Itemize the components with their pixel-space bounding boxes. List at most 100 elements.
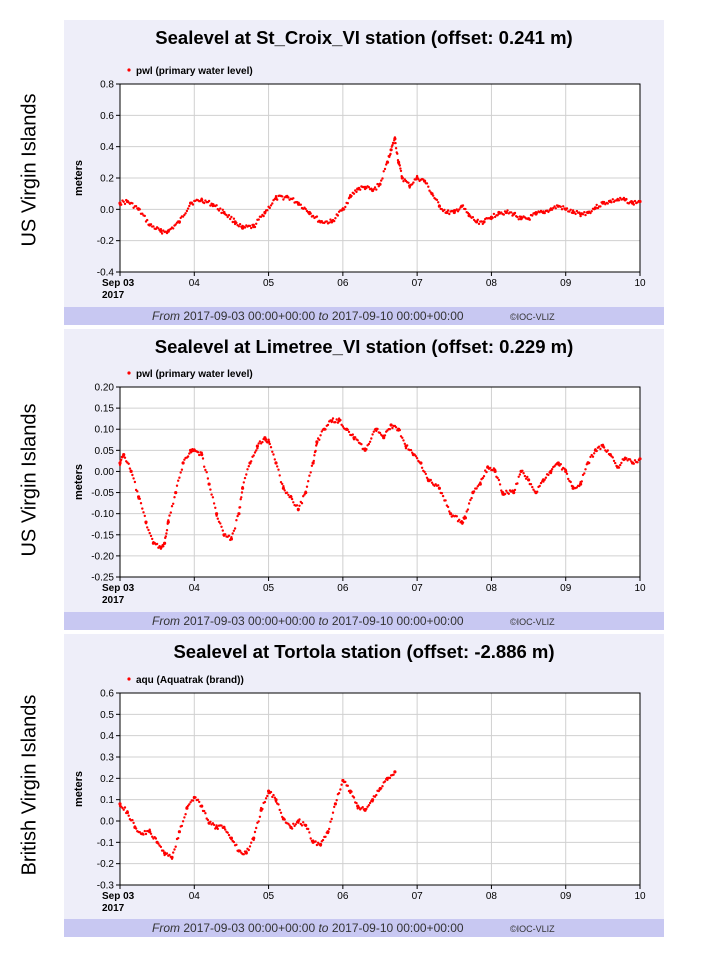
data-point bbox=[393, 770, 397, 774]
data-sample bbox=[307, 827, 310, 831]
data-sample bbox=[172, 227, 175, 230]
data-sample bbox=[350, 194, 353, 198]
data-sample bbox=[253, 451, 257, 454]
x-tick-label: 06 bbox=[337, 583, 349, 594]
legend-marker bbox=[127, 68, 131, 72]
data-sample bbox=[217, 209, 221, 212]
data-sample bbox=[298, 818, 301, 821]
data-sample bbox=[401, 436, 404, 439]
y-tick-label: -0.10 bbox=[91, 509, 114, 520]
data-series bbox=[118, 136, 642, 235]
data-sample bbox=[357, 186, 361, 190]
data-sample bbox=[482, 221, 486, 224]
data-sample bbox=[227, 214, 231, 217]
data-series bbox=[118, 417, 642, 550]
y-tick-label: 0.2 bbox=[100, 174, 114, 185]
data-sample bbox=[198, 800, 201, 804]
data-sample bbox=[548, 209, 551, 212]
data-sample bbox=[324, 835, 327, 838]
data-sample bbox=[578, 211, 581, 214]
data-sample bbox=[372, 430, 375, 433]
data-sample bbox=[409, 448, 413, 452]
data-sample bbox=[393, 139, 396, 142]
data-sample bbox=[204, 468, 207, 472]
data-sample bbox=[131, 818, 134, 822]
data-sample bbox=[174, 491, 177, 495]
data-sample bbox=[136, 490, 139, 493]
side-label-text: US Virgin Islands bbox=[18, 93, 41, 247]
data-sample bbox=[190, 201, 193, 204]
x-tick-label: Sep 03 bbox=[102, 583, 135, 594]
data-sample bbox=[126, 810, 129, 813]
data-sample bbox=[266, 440, 270, 443]
data-sample bbox=[371, 800, 374, 803]
data-sample bbox=[134, 205, 138, 208]
x-tick-label: 07 bbox=[412, 891, 424, 902]
x-tick-label: Sep 03 bbox=[102, 891, 135, 902]
data-sample bbox=[248, 462, 252, 465]
data-sample bbox=[290, 497, 294, 501]
data-sample bbox=[300, 502, 304, 505]
data-sample bbox=[336, 214, 340, 217]
data-sample bbox=[272, 453, 275, 456]
data-sample bbox=[307, 480, 310, 483]
data-sample bbox=[300, 824, 304, 827]
y-tick-label: 0.4 bbox=[100, 142, 114, 153]
data-sample bbox=[458, 518, 461, 521]
data-sample bbox=[378, 431, 382, 435]
data-sample bbox=[155, 542, 159, 546]
data-sample bbox=[143, 214, 146, 218]
data-sample bbox=[230, 215, 233, 219]
data-sample bbox=[480, 220, 483, 223]
data-sample bbox=[550, 208, 554, 211]
chart-panel-st-croix: Sealevel at St_Croix_VI station (offset:… bbox=[64, 20, 664, 325]
data-sample bbox=[594, 207, 597, 210]
data-sample bbox=[467, 502, 471, 505]
data-sample bbox=[257, 218, 260, 221]
data-sample bbox=[536, 490, 539, 493]
data-sample bbox=[149, 534, 153, 538]
data-sample bbox=[412, 181, 415, 184]
data-sample bbox=[173, 496, 176, 499]
data-sample bbox=[290, 827, 294, 830]
data-sample bbox=[328, 221, 331, 224]
data-sample bbox=[204, 812, 207, 815]
data-sample bbox=[253, 830, 257, 834]
data-sample bbox=[257, 442, 260, 445]
data-sample bbox=[335, 418, 338, 421]
data-sample bbox=[367, 186, 371, 189]
data-sample bbox=[373, 795, 377, 798]
data-sample bbox=[277, 803, 280, 806]
data-sample bbox=[230, 536, 233, 539]
data-sample bbox=[172, 502, 175, 505]
data-sample bbox=[169, 855, 172, 859]
footer-credit: ©IOC-VLIZ bbox=[510, 312, 555, 322]
data-sample bbox=[513, 211, 517, 215]
data-sample bbox=[237, 512, 241, 515]
data-sample bbox=[346, 784, 349, 787]
data-sample bbox=[245, 473, 248, 476]
y-tick-label: 0.2 bbox=[100, 774, 114, 785]
data-sample bbox=[481, 222, 484, 226]
data-sample bbox=[383, 434, 387, 437]
data-sample bbox=[422, 178, 425, 181]
data-sample bbox=[311, 214, 315, 218]
data-sample bbox=[268, 206, 271, 210]
data-sample bbox=[165, 852, 169, 855]
data-sample bbox=[177, 479, 180, 482]
data-sample bbox=[268, 442, 271, 446]
data-sample bbox=[239, 498, 242, 501]
data-sample bbox=[354, 436, 357, 439]
data-sample bbox=[609, 453, 612, 456]
data-sample bbox=[471, 216, 475, 219]
data-sample bbox=[196, 798, 200, 801]
data-sample bbox=[226, 831, 229, 834]
data-sample bbox=[230, 838, 233, 841]
data-sample bbox=[396, 159, 400, 162]
data-sample bbox=[259, 215, 263, 218]
data-sample bbox=[200, 804, 203, 808]
data-point bbox=[501, 491, 505, 495]
y-axis-label: meters bbox=[73, 771, 85, 807]
data-sample bbox=[464, 516, 467, 519]
y-tick-label: -0.2 bbox=[97, 236, 115, 247]
